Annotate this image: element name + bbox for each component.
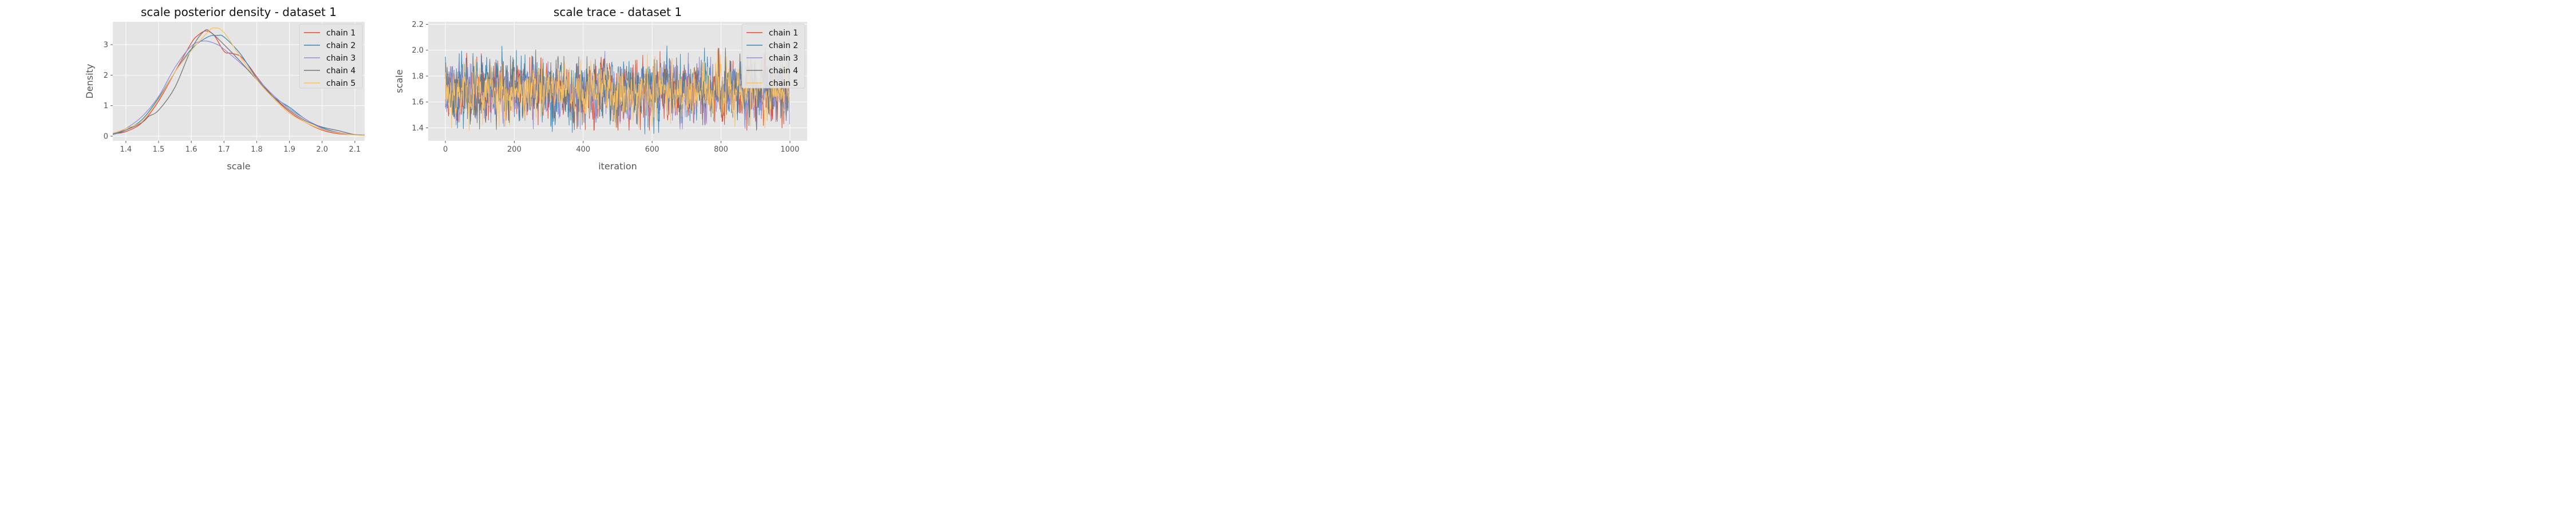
legend-label-4: chain 4 (326, 66, 355, 76)
legend-label-3: chain 3 (326, 54, 355, 63)
x-tick-label: 800 (714, 145, 728, 154)
x-tick-label: 2.0 (316, 145, 328, 154)
legend-label-5: chain 5 (326, 79, 355, 88)
density-x-ticks: 1.4 1.5 1.6 1.7 1.8 1.9 2.0 2.1 (120, 141, 361, 154)
legend-box (299, 23, 363, 89)
trace-y-ticks: 1.4 1.6 1.8 2.0 2.2 (412, 21, 428, 133)
x-tick-label: 1.6 (185, 145, 197, 154)
trace-series (445, 38, 790, 134)
x-tick-label: 2.1 (349, 145, 361, 154)
density-panel: 1.4 1.5 1.6 1.7 1.8 1.9 2.0 2.1 0 1 2 3 scale post… (84, 5, 365, 172)
x-tick-label: 1000 (780, 145, 799, 154)
x-tick-label: 1.4 (120, 145, 132, 154)
y-tick-label: 2.2 (412, 21, 424, 29)
trace-title: scale trace - dataset 1 (554, 5, 682, 19)
x-tick-label: 400 (576, 145, 590, 154)
y-tick-label: 2 (104, 72, 108, 80)
trace-x-ticks: 0 200 400 600 800 1000 (443, 141, 799, 154)
x-tick-label: 1.7 (218, 145, 230, 154)
trace-x-label: iteration (598, 161, 637, 172)
trace-legend: chain 1 chain 2 chain 3 chain 4 chain 5 (741, 23, 805, 89)
x-tick-label: 600 (645, 145, 659, 154)
x-tick-label: 1.8 (251, 145, 263, 154)
y-tick-label: 3 (104, 41, 108, 50)
y-tick-label: 1.6 (412, 98, 424, 107)
legend-label-1: chain 1 (326, 29, 355, 38)
density-title: scale posterior density - dataset 1 (141, 5, 337, 19)
legend-label-4: chain 4 (769, 66, 798, 76)
legend-label-3: chain 3 (769, 54, 798, 63)
series-line-4 (113, 29, 365, 136)
y-tick-label: 2.0 (412, 46, 424, 55)
x-tick-label: 0 (443, 145, 448, 154)
density-x-label: scale (227, 161, 250, 172)
series-line-3 (113, 40, 365, 136)
x-tick-label: 1.9 (283, 145, 295, 154)
trace-y-label: scale (394, 69, 405, 93)
legend-label-1: chain 1 (769, 29, 798, 38)
figure: 1.4 1.5 1.6 1.7 1.8 1.9 2.0 2.1 0 1 2 3 scale post… (84, 5, 807, 172)
x-tick-label: 200 (507, 145, 521, 154)
y-tick-label: 1.8 (412, 72, 424, 81)
legend-box (741, 23, 805, 89)
series-line-5 (113, 27, 365, 136)
density-series (113, 27, 365, 136)
legend-label-2: chain 2 (769, 41, 798, 50)
trace-panel: 0 200 400 600 800 1000 1.4 1.6 1.8 2.0 2.2 scale … (394, 5, 807, 172)
x-tick-label: 1.5 (153, 145, 165, 154)
density-y-label: Density (84, 64, 95, 99)
y-tick-label: 1 (104, 102, 108, 110)
density-y-ticks: 0 1 2 3 (104, 41, 113, 141)
legend-label-5: chain 5 (769, 79, 798, 88)
series-line-5 (445, 49, 790, 131)
series-line-1 (113, 30, 365, 136)
density-legend: chain 1 chain 2 chain 3 chain 4 chain 5 (299, 23, 363, 89)
y-tick-label: 1.4 (412, 124, 424, 133)
legend-label-2: chain 2 (326, 41, 355, 50)
y-tick-label: 0 (104, 133, 108, 141)
series-line-2 (113, 34, 365, 136)
